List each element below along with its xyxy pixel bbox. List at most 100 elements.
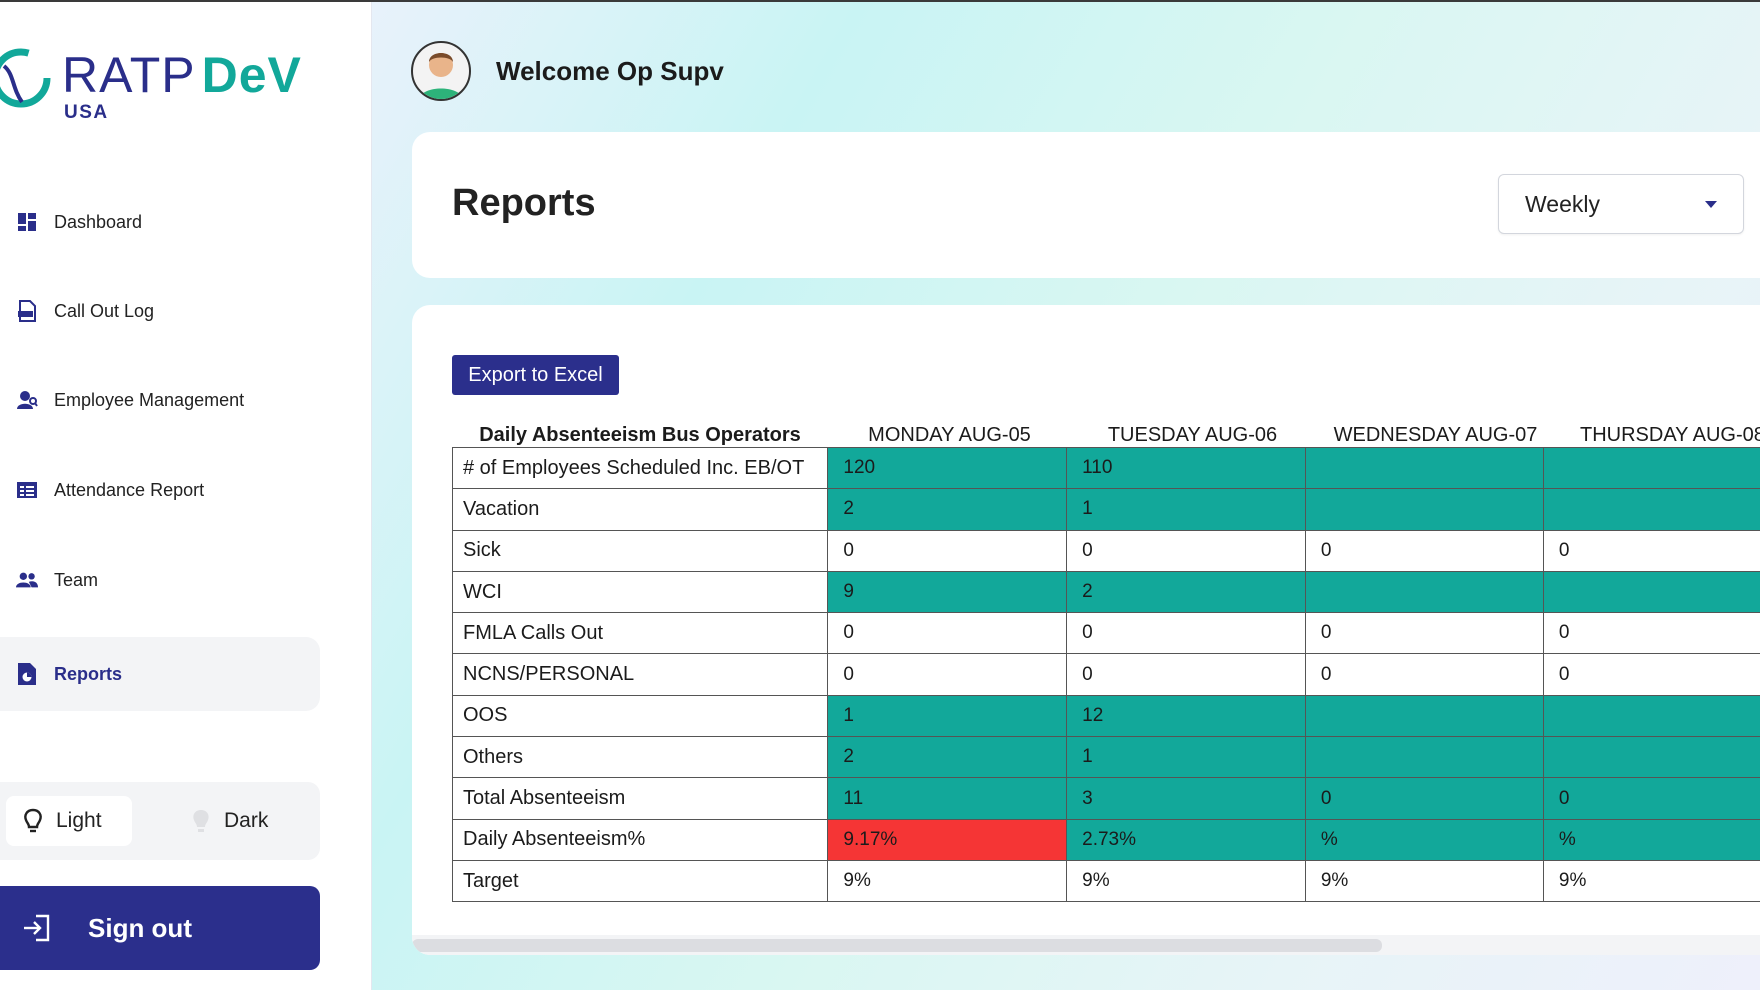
table-row: # of Employees Scheduled Inc. EB/OT 120 11… bbox=[451, 446, 1760, 490]
table-cell[interactable]: 9.17% bbox=[827, 818, 1068, 861]
team-icon bbox=[16, 569, 38, 591]
sidebar-item-reports[interactable]: Reports bbox=[0, 637, 320, 711]
row-label: # of Employees Scheduled Inc. EB/OT bbox=[451, 446, 829, 490]
ratp-logo-icon bbox=[0, 48, 51, 108]
table-cell[interactable] bbox=[1304, 446, 1544, 490]
sign-out-label: Sign out bbox=[88, 912, 192, 943]
lightbulb-filled-icon bbox=[190, 808, 212, 834]
table-cell[interactable]: % bbox=[1542, 818, 1760, 861]
theme-toggle: Light Dark bbox=[0, 782, 320, 860]
reports-header-card: Reports Weekly bbox=[412, 132, 1760, 278]
table-cell[interactable]: 1 bbox=[1066, 488, 1306, 531]
brand-logo: RATP DeV USA bbox=[0, 44, 340, 124]
column-header: MONDAY AUG-05 bbox=[868, 423, 1031, 446]
table-cell[interactable]: 0 bbox=[1304, 777, 1544, 820]
table-row: OOS 1 12 bbox=[451, 694, 1760, 738]
table-cell[interactable]: 0 bbox=[1542, 653, 1760, 696]
table-row: NCNS/PERSONAL 0 0 0 0 bbox=[451, 653, 1760, 696]
table-cell[interactable]: 9 bbox=[827, 570, 1068, 614]
table-row: Others 2 1 bbox=[451, 736, 1760, 779]
table-cell[interactable]: 9% bbox=[827, 859, 1068, 903]
table-cell[interactable]: 2 bbox=[1066, 570, 1306, 614]
table-cell[interactable]: 0 bbox=[1542, 612, 1760, 655]
table-cell[interactable]: 2 bbox=[827, 736, 1068, 779]
table-cell[interactable]: 120 bbox=[827, 446, 1068, 490]
export-to-excel-button[interactable]: Export to Excel bbox=[452, 355, 619, 395]
table-cell[interactable]: 3 bbox=[1066, 777, 1306, 820]
report-list-icon bbox=[16, 479, 38, 501]
theme-dark-label: Dark bbox=[224, 809, 269, 832]
table-cell[interactable]: 9% bbox=[1066, 859, 1306, 903]
sidebar-item-label: Team bbox=[54, 569, 99, 590]
dashboard-icon bbox=[16, 211, 38, 233]
table-cell[interactable]: 0 bbox=[1304, 529, 1544, 572]
table-cell[interactable]: 11 bbox=[827, 777, 1068, 820]
table-cell[interactable] bbox=[1542, 736, 1760, 779]
brand-sub: USA bbox=[64, 102, 109, 123]
user-avatar[interactable] bbox=[410, 40, 472, 102]
table-cell[interactable]: 0 bbox=[1542, 777, 1760, 820]
sidebar-item-label: Employee Management bbox=[54, 389, 245, 410]
row-label: OOS bbox=[451, 694, 829, 738]
table-cell[interactable]: 1 bbox=[827, 694, 1068, 738]
theme-light-label: Light bbox=[56, 809, 102, 832]
table-cell[interactable]: 0 bbox=[827, 529, 1068, 572]
row-label: FMLA Calls Out bbox=[451, 612, 829, 655]
table-row: Total Absenteeism 11 3 0 0 bbox=[451, 777, 1760, 820]
table-cell[interactable]: 0 bbox=[1066, 529, 1306, 572]
table-cell[interactable]: 0 bbox=[1066, 612, 1306, 655]
table-cell[interactable] bbox=[1542, 694, 1760, 738]
table-row: FMLA Calls Out 0 0 0 0 bbox=[451, 612, 1760, 655]
table-cell[interactable] bbox=[1542, 570, 1760, 614]
table-cell[interactable] bbox=[1542, 488, 1760, 531]
table-cell[interactable]: 12 bbox=[1066, 694, 1306, 738]
table-cell[interactable]: 0 bbox=[1542, 529, 1760, 572]
table-cell[interactable]: 9% bbox=[1542, 859, 1760, 903]
table-cell[interactable]: 0 bbox=[827, 653, 1068, 696]
column-header: WEDNESDAY AUG-07 bbox=[1333, 423, 1538, 446]
column-header: THURSDAY AUG-08 bbox=[1580, 423, 1760, 446]
row-label: Vacation bbox=[451, 488, 829, 531]
table-row: Sick 0 0 0 0 bbox=[451, 529, 1760, 572]
row-label: Sick bbox=[451, 529, 829, 572]
theme-dark-button[interactable]: Dark bbox=[174, 796, 304, 846]
user-avatar-icon bbox=[411, 41, 471, 101]
table-cell[interactable]: 0 bbox=[1304, 653, 1544, 696]
sidebar: RATP DeV USA Dashboard Call Out Log Emplo… bbox=[0, 0, 372, 990]
table-cell[interactable]: 110 bbox=[1066, 446, 1306, 490]
caret-down-icon bbox=[1705, 200, 1717, 208]
table-cell[interactable] bbox=[1304, 488, 1544, 531]
table-cell[interactable]: 2.73% bbox=[1066, 818, 1306, 861]
sidebar-item-call-out-log[interactable]: Call Out Log bbox=[0, 274, 320, 348]
sidebar-item-dashboard[interactable]: Dashboard bbox=[0, 185, 320, 259]
table-cell[interactable] bbox=[1304, 736, 1544, 779]
sidebar-item-attendance-report[interactable]: Attendance Report bbox=[0, 453, 320, 527]
table-cell[interactable] bbox=[1304, 694, 1544, 738]
sidebar-item-employee-management[interactable]: Employee Management bbox=[0, 363, 320, 437]
table-cell[interactable]: 2 bbox=[827, 488, 1068, 531]
document-chart-icon bbox=[16, 663, 38, 685]
table-cell[interactable]: 0 bbox=[1304, 612, 1544, 655]
page-title: Reports bbox=[452, 182, 596, 224]
table-row: Target 9% 9% 9% 9% bbox=[451, 859, 1760, 903]
table-cell[interactable]: 1 bbox=[1066, 736, 1306, 779]
scrollbar-thumb[interactable] bbox=[412, 939, 1382, 952]
table-cell[interactable]: % bbox=[1304, 818, 1544, 861]
row-label: Total Absenteeism bbox=[451, 777, 829, 820]
sign-out-icon bbox=[22, 913, 52, 943]
row-label: Daily Absenteeism% bbox=[451, 818, 829, 861]
table-cell[interactable] bbox=[1304, 570, 1544, 614]
sidebar-item-team[interactable]: Team bbox=[0, 543, 320, 617]
table-cell[interactable]: 0 bbox=[827, 612, 1068, 655]
table-cell[interactable]: 0 bbox=[1066, 653, 1306, 696]
sign-out-button[interactable]: Sign out bbox=[0, 886, 320, 970]
column-header: TUESDAY AUG-06 bbox=[1107, 423, 1278, 446]
row-label: Target bbox=[451, 859, 829, 903]
table-row: WCI 9 2 bbox=[451, 570, 1760, 614]
horizontal-scrollbar[interactable] bbox=[412, 935, 1760, 955]
period-select[interactable]: Weekly bbox=[1498, 174, 1744, 234]
sidebar-item-label: Reports bbox=[54, 663, 123, 684]
table-cell[interactable] bbox=[1542, 446, 1760, 490]
theme-light-button[interactable]: Light bbox=[6, 796, 132, 846]
table-cell[interactable]: 9% bbox=[1304, 859, 1544, 903]
